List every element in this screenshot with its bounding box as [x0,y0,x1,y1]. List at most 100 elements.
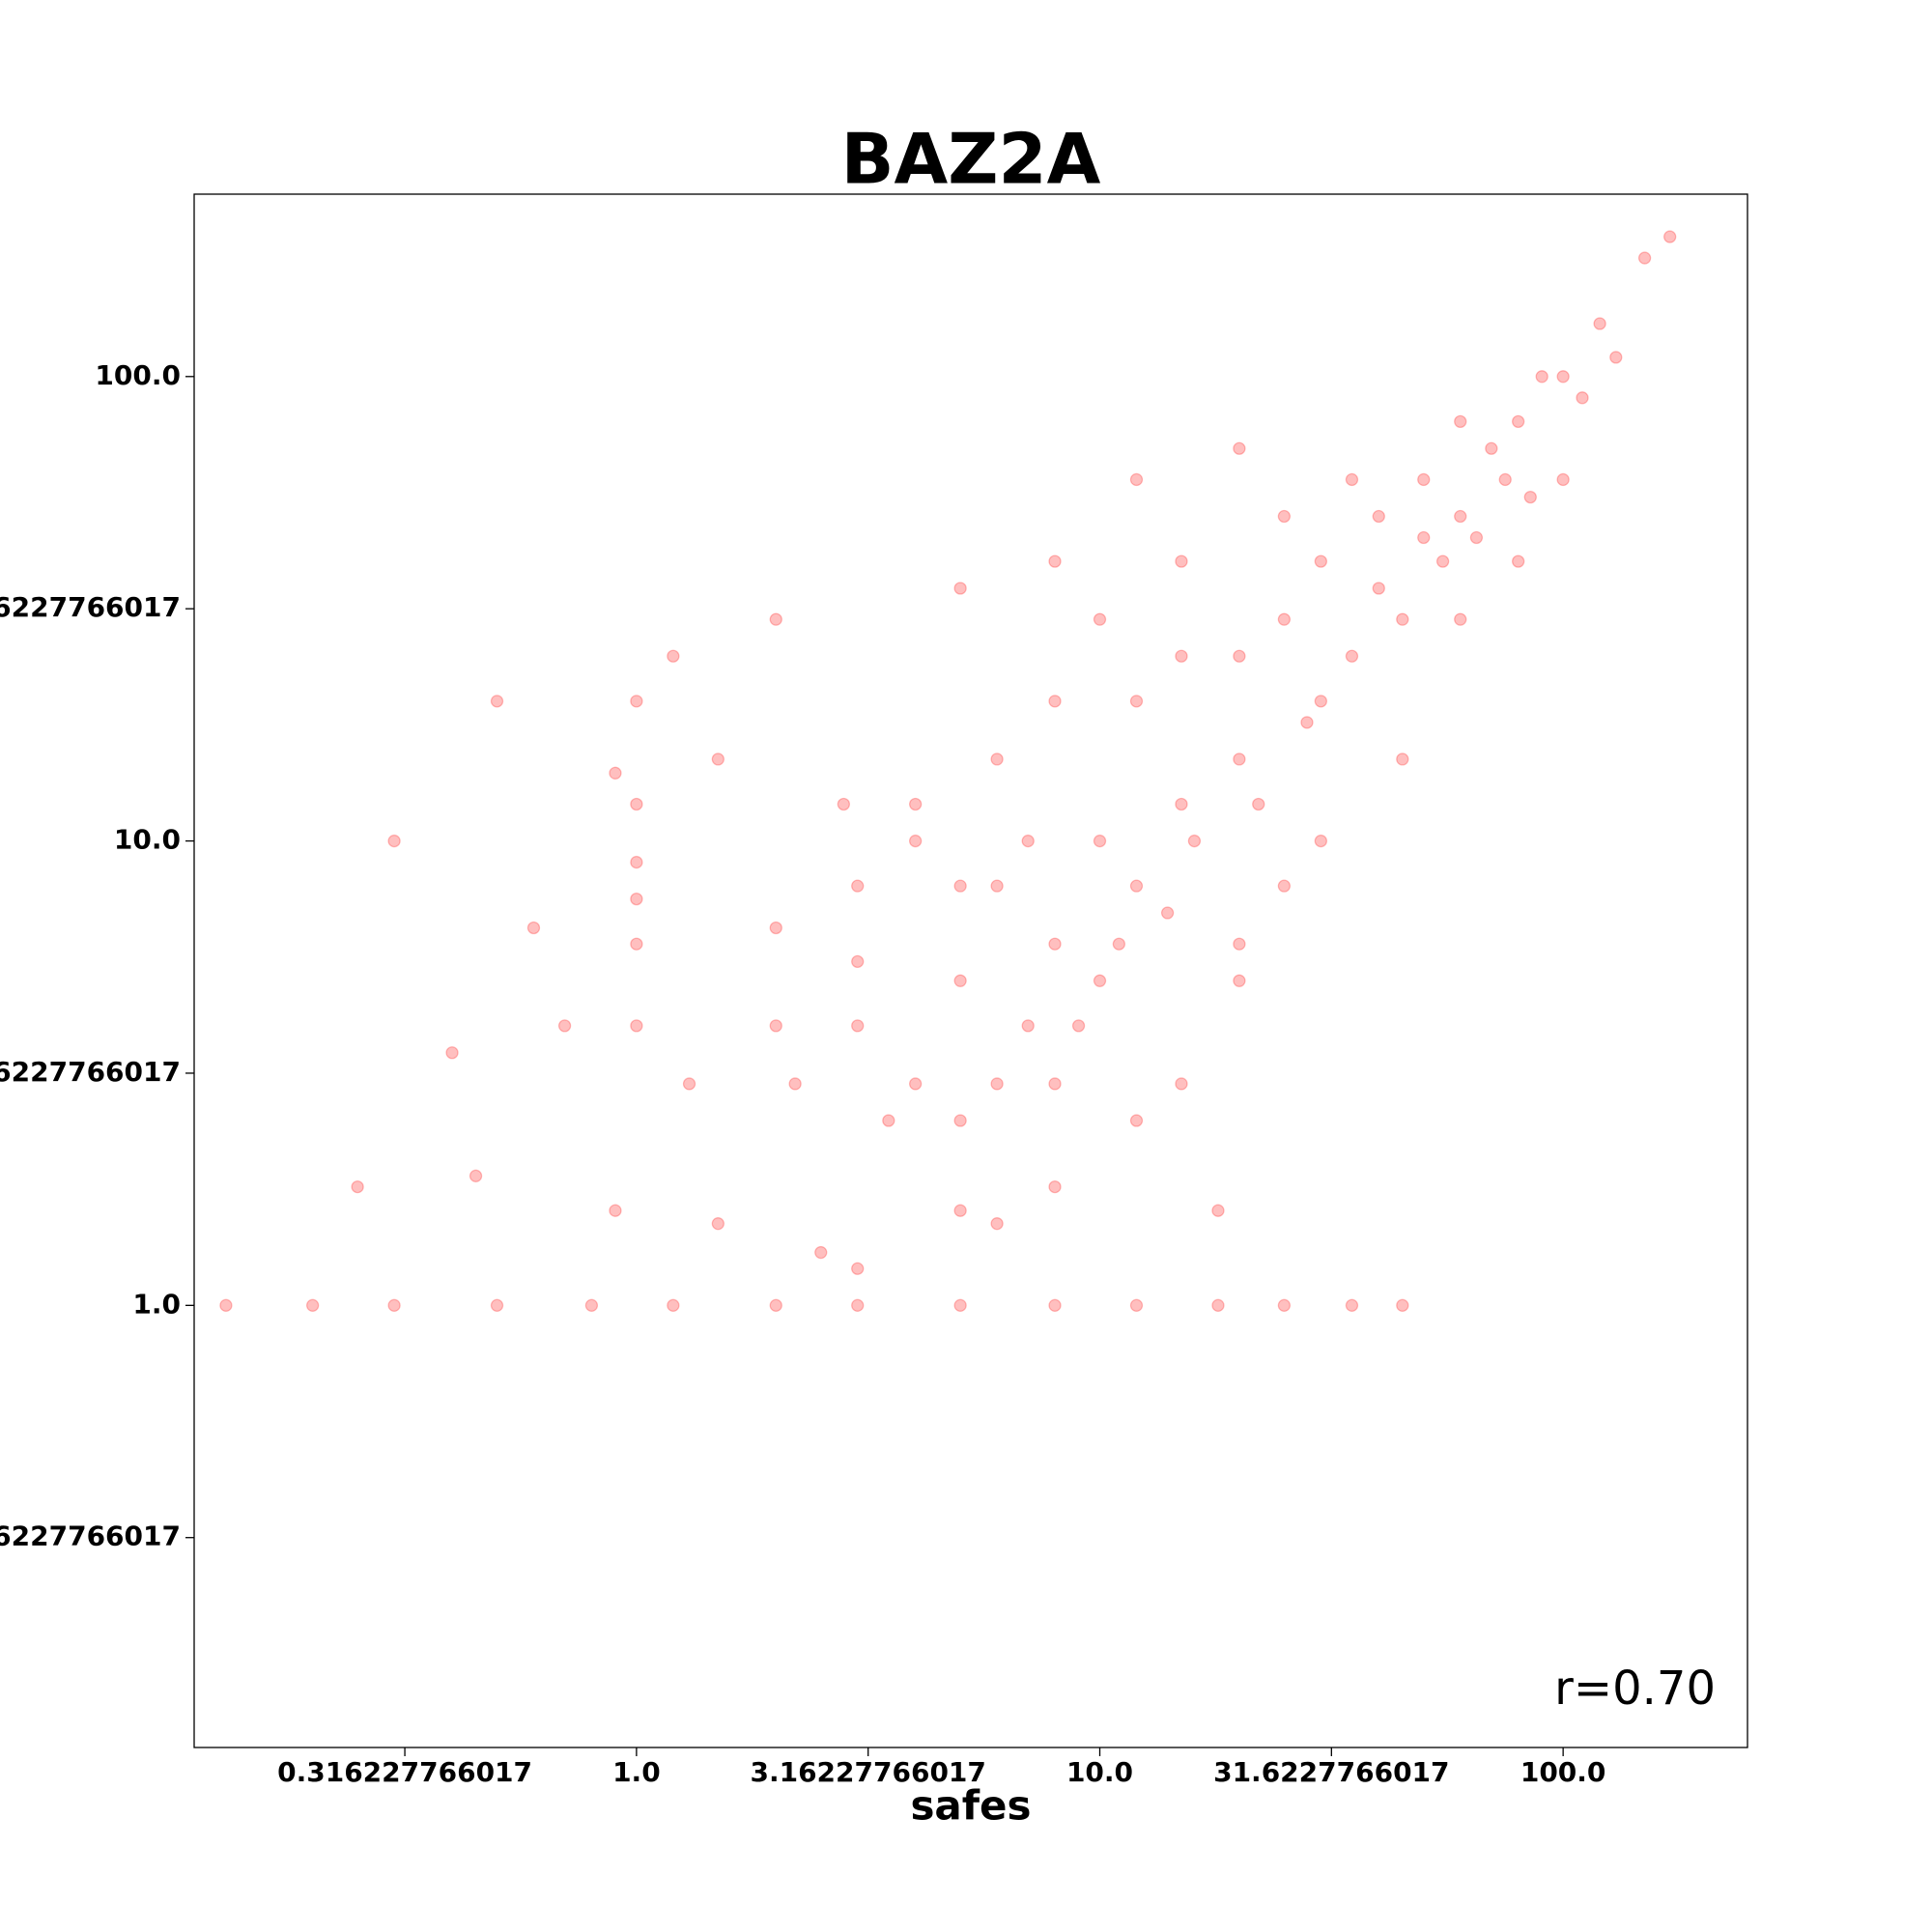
scatter-point [1233,937,1246,951]
points [219,230,1677,1312]
scatter-point [851,879,865,893]
scatter-point [1048,1077,1062,1091]
scatter-point [1093,974,1107,987]
scatter-point [630,937,643,951]
scatter-point [814,1245,828,1260]
scatter-point [387,1298,401,1312]
x-tick-label: 1.0 [612,1756,661,1788]
scatter-point [990,1077,1004,1091]
scatter-point [469,1169,483,1182]
x-tick-label: 10.0 [1066,1756,1133,1788]
x-tick-label: 3.16227766017 [750,1756,985,1788]
scatter-point [1129,1298,1144,1312]
scatter-point [882,1114,895,1127]
correlation-annotation: r=0.70 [1554,1662,1716,1716]
scatter-point [1048,937,1062,951]
scatter-point [909,834,923,848]
scatter-point [609,766,622,780]
scatter-point [1556,370,1570,384]
scatter-point [1314,554,1328,568]
scatter-point [909,1077,923,1091]
scatter-point [630,855,643,869]
scatter-point [990,753,1004,766]
scatter-point [1372,582,1385,595]
scatter-point [1345,1298,1359,1312]
scatter-point [1048,1298,1062,1312]
y-tick-label: 1.0 [132,1288,181,1320]
scatter-point [557,1019,572,1033]
scatter-point [1535,370,1548,384]
scatter-point [1277,1298,1292,1312]
scatter-point [1093,834,1107,848]
scatter-point [1129,1114,1144,1127]
scatter-point [1175,649,1188,663]
scatter-point [630,1019,643,1033]
scatter-point [1435,554,1450,568]
scatter-point [1576,391,1589,405]
scatter-point [667,1298,680,1312]
scatter-point [769,1019,782,1033]
scatter-point [851,1262,865,1275]
x-axis-label: safes [910,1782,1031,1830]
scatter-point [1663,230,1677,243]
scatter-point [1175,1077,1188,1091]
x-tick-label: 0.316227766017 [277,1756,532,1788]
scatter-point [953,582,967,595]
scatter-point [1048,695,1062,708]
y-tick-label: 31.6227766017 [0,591,181,623]
scatter-point [490,1298,504,1312]
scatter-point [1396,612,1409,626]
y-tick-label: 0.316227766017 [0,1520,181,1552]
scatter-point [219,1298,233,1312]
scatter-point [1345,649,1359,663]
scatter-point [1498,472,1512,487]
scatter-point [1175,797,1188,811]
scatter-point [1314,695,1328,708]
scatter-point [837,797,851,811]
scatter-point [1175,554,1188,568]
scatter-point [1160,906,1175,920]
scatter-point [1345,472,1359,487]
scatter-point [667,649,680,663]
scatter-point [1211,1298,1225,1312]
scatter-point [445,1046,459,1060]
scatter-point [1021,1019,1035,1033]
scatter-point [630,797,643,811]
y-tick-label: 10.0 [114,824,181,856]
scatter-point [909,797,923,811]
scatter-point [1637,251,1652,265]
scatter-point [1093,612,1107,626]
scatter-point [953,879,967,893]
scatter-point [1609,351,1623,364]
scatter-point [1593,317,1606,330]
scatter-point [1233,974,1246,987]
scatter-point [851,1298,865,1312]
scatter-point [351,1179,364,1194]
scatter-point [1129,695,1144,708]
scatter-point [1512,414,1525,429]
scatter-point [630,695,643,708]
scatter-point [682,1077,696,1091]
scatter-point [990,879,1004,893]
y-tick-label: 100.0 [95,359,181,391]
scatter-point [953,974,967,987]
scatter-point [1556,472,1570,487]
scatter-point [1417,472,1431,487]
scatter-point [953,1114,967,1127]
scatter-point [1372,509,1385,524]
scatter-point [1187,834,1202,848]
scatter-point [526,921,541,935]
scatter-point [1252,797,1265,811]
scatter-point [1523,490,1537,504]
scatter-point [788,1077,802,1091]
scatter-point [990,1217,1004,1231]
scatter-point [609,1204,622,1217]
scatter-point [953,1298,967,1312]
scatter-point [1129,879,1144,893]
scatter-point [851,1019,865,1033]
scatter-point [1129,472,1144,487]
plot-frame [193,193,1748,1748]
scatter-point [1211,1204,1225,1217]
scatter-point [851,954,865,969]
scatter-point [1233,649,1246,663]
